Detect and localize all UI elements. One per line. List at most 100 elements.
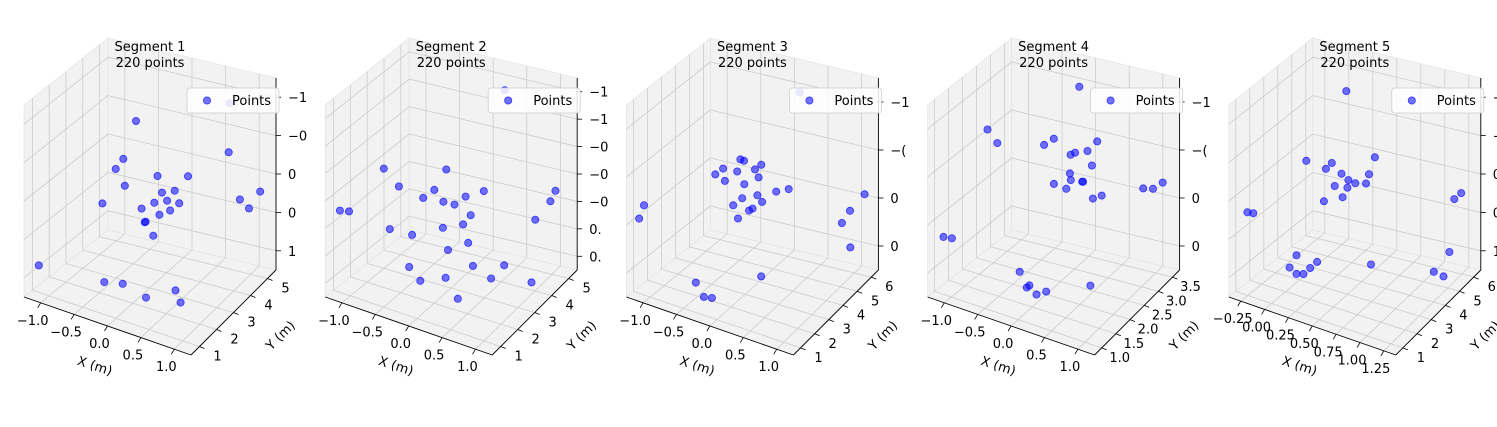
data-point [1097, 191, 1106, 200]
data-point [163, 196, 172, 205]
x-tick-mark [1356, 342, 1361, 348]
data-point [450, 200, 459, 209]
data-point [711, 170, 720, 179]
y-tick-mark [517, 329, 523, 332]
data-point [939, 232, 948, 241]
x-tick-label: −0.5 [653, 325, 685, 340]
data-point [100, 278, 109, 287]
data-point [1370, 153, 1379, 162]
x-tick-mark [338, 302, 343, 309]
y-gridline-floor [647, 279, 815, 335]
x-tick-label: 1.0 [156, 360, 177, 375]
data-point [738, 194, 747, 203]
z-gridline-back [710, 157, 879, 199]
x-tick-label: 0.0 [692, 337, 713, 352]
z-tick-label: −1 [890, 96, 909, 111]
data-point [1292, 251, 1301, 260]
data-point [757, 160, 766, 169]
legend-label: Points [834, 94, 873, 109]
z-gridline-back [1312, 210, 1481, 252]
data-point [419, 193, 428, 202]
y-tick-label: 3 [549, 316, 557, 331]
x-tick-label: −0.5 [352, 325, 384, 340]
y-tick-label: 1.0 [1109, 351, 1130, 366]
data-point [344, 207, 353, 216]
y-gridline-floor [934, 291, 1102, 349]
z-gridline-left [23, 172, 109, 240]
y-tick-mark [534, 312, 540, 315]
x-axis-label: X (m) [376, 354, 415, 379]
chart-title: Segment 3 [717, 40, 788, 55]
data-point [1319, 197, 1328, 206]
y-gridline-floor [948, 279, 1116, 335]
data-point [1292, 269, 1301, 278]
z-gridline-left [626, 61, 711, 130]
z-gridline-back [107, 210, 277, 252]
chart-subtitle: 220 points [718, 56, 787, 71]
legend-label: Points [1136, 94, 1175, 109]
y-tick-mark [814, 333, 820, 337]
z-tick-label: −0 [589, 195, 608, 210]
y-gridline-floor [689, 246, 858, 292]
data-point [640, 201, 649, 210]
y-gridline-floor [49, 276, 217, 330]
z-gridline-left [927, 109, 1012, 178]
data-point [183, 172, 192, 181]
z-gridline-back [409, 51, 578, 93]
data-point [150, 198, 159, 207]
legend-label: Points [1437, 94, 1476, 109]
data-point [131, 117, 140, 126]
x-tick-label: 0.00 [1242, 320, 1271, 335]
data-point [500, 261, 509, 270]
data-point [166, 206, 175, 215]
y-tick-label: 5 [281, 282, 289, 297]
y-axis-line [793, 269, 879, 356]
y-tick-label: 1 [213, 350, 221, 365]
y-tick-label: 4 [1459, 308, 1467, 323]
y-axis-line [1094, 269, 1180, 356]
subplot-5: −0.250.000.250.500.751.001.25123456100−0… [1213, 37, 1497, 379]
data-point [1313, 257, 1322, 266]
y-tick-label: 3 [1445, 323, 1453, 338]
z-gridline-back [409, 106, 578, 147]
x-gridline-floor [1288, 243, 1374, 319]
y-tick-mark [1431, 319, 1437, 322]
z-gridline-left [324, 161, 410, 229]
data-point [1083, 146, 1092, 155]
x-tick-label: 0.5 [123, 349, 144, 364]
x-gridline-floor [642, 233, 728, 304]
y-tick-label: 2 [1431, 337, 1439, 352]
data-point [1445, 247, 1454, 256]
x-gridline-floor [743, 257, 829, 338]
z-gridline-left [324, 215, 410, 284]
data-point [1040, 140, 1049, 149]
x-gridline-floor [676, 241, 762, 315]
y-axis-label: Y (m) [865, 318, 901, 354]
y-gridline-floor [1249, 279, 1418, 335]
chart-title: Segment 1 [115, 40, 186, 55]
z-gridline-back [1312, 95, 1481, 136]
legend-box [789, 87, 882, 114]
data-point [379, 164, 388, 173]
data-point [461, 192, 470, 201]
y-gridline-floor [1004, 235, 1173, 278]
legend-marker [805, 96, 814, 105]
x-axis-label: X (m) [979, 354, 1018, 379]
y-tick-label: 5 [871, 294, 879, 309]
z-gridline-left [626, 109, 711, 178]
data-point [527, 278, 536, 287]
y-tick-mark [233, 312, 239, 315]
z-tick-label: 0 [1192, 192, 1200, 207]
y-tick-label: 4 [264, 299, 272, 314]
z-gridline-back [1011, 109, 1180, 151]
x-tick-label: 0.5 [725, 349, 746, 364]
data-point [1342, 87, 1351, 96]
data-point [149, 231, 158, 240]
x-tick-mark [1380, 350, 1385, 357]
z-gridline-left [1228, 133, 1314, 202]
data-point [1158, 178, 1167, 187]
y-axis-line [1395, 269, 1482, 356]
chart-title: Segment 4 [1018, 40, 1089, 55]
y-gridline-floor [367, 263, 535, 313]
